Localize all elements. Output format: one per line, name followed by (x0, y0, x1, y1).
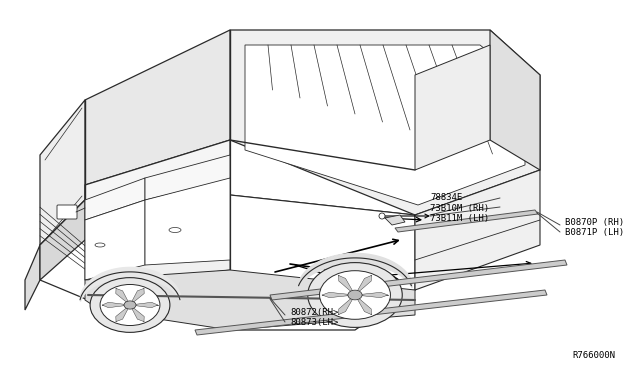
Polygon shape (230, 195, 415, 330)
Polygon shape (130, 302, 158, 308)
Text: 73B10M (RH): 73B10M (RH) (430, 203, 489, 212)
Ellipse shape (95, 243, 105, 247)
Polygon shape (339, 275, 355, 295)
Polygon shape (116, 305, 130, 321)
Ellipse shape (319, 271, 390, 319)
Polygon shape (40, 195, 415, 330)
Polygon shape (40, 200, 85, 280)
Polygon shape (85, 200, 145, 280)
Polygon shape (85, 140, 230, 240)
Polygon shape (145, 155, 230, 200)
Polygon shape (395, 210, 538, 232)
Polygon shape (25, 245, 40, 310)
Polygon shape (270, 260, 567, 300)
Polygon shape (145, 178, 230, 265)
Ellipse shape (90, 278, 170, 332)
Polygon shape (130, 288, 144, 305)
Ellipse shape (348, 290, 362, 300)
Polygon shape (355, 275, 372, 295)
Text: R766000N: R766000N (572, 350, 615, 359)
Polygon shape (490, 30, 540, 170)
Polygon shape (245, 45, 525, 205)
Text: 80872(RH>: 80872(RH> (290, 308, 339, 317)
Polygon shape (40, 100, 85, 245)
Polygon shape (116, 288, 130, 305)
Polygon shape (102, 302, 130, 308)
Polygon shape (322, 292, 355, 298)
Text: 80873(LH>: 80873(LH> (290, 317, 339, 327)
Polygon shape (85, 270, 415, 330)
Ellipse shape (100, 285, 160, 326)
Polygon shape (230, 30, 540, 215)
Polygon shape (339, 295, 355, 315)
Ellipse shape (169, 228, 181, 232)
Ellipse shape (308, 263, 403, 327)
FancyBboxPatch shape (57, 205, 77, 219)
Polygon shape (195, 290, 547, 335)
Polygon shape (130, 305, 144, 321)
Polygon shape (355, 292, 388, 298)
Circle shape (379, 213, 385, 219)
Text: B0870P (RH): B0870P (RH) (565, 218, 624, 227)
Text: 78834E: 78834E (430, 192, 462, 202)
Text: B0871P (LH): B0871P (LH) (565, 228, 624, 237)
Text: 73B11M (LH): 73B11M (LH) (430, 215, 489, 224)
Polygon shape (385, 215, 405, 225)
Polygon shape (85, 178, 145, 220)
Polygon shape (85, 30, 230, 185)
Ellipse shape (124, 301, 136, 309)
Polygon shape (415, 170, 540, 290)
Polygon shape (355, 295, 372, 315)
Polygon shape (415, 45, 490, 170)
Polygon shape (85, 195, 230, 280)
